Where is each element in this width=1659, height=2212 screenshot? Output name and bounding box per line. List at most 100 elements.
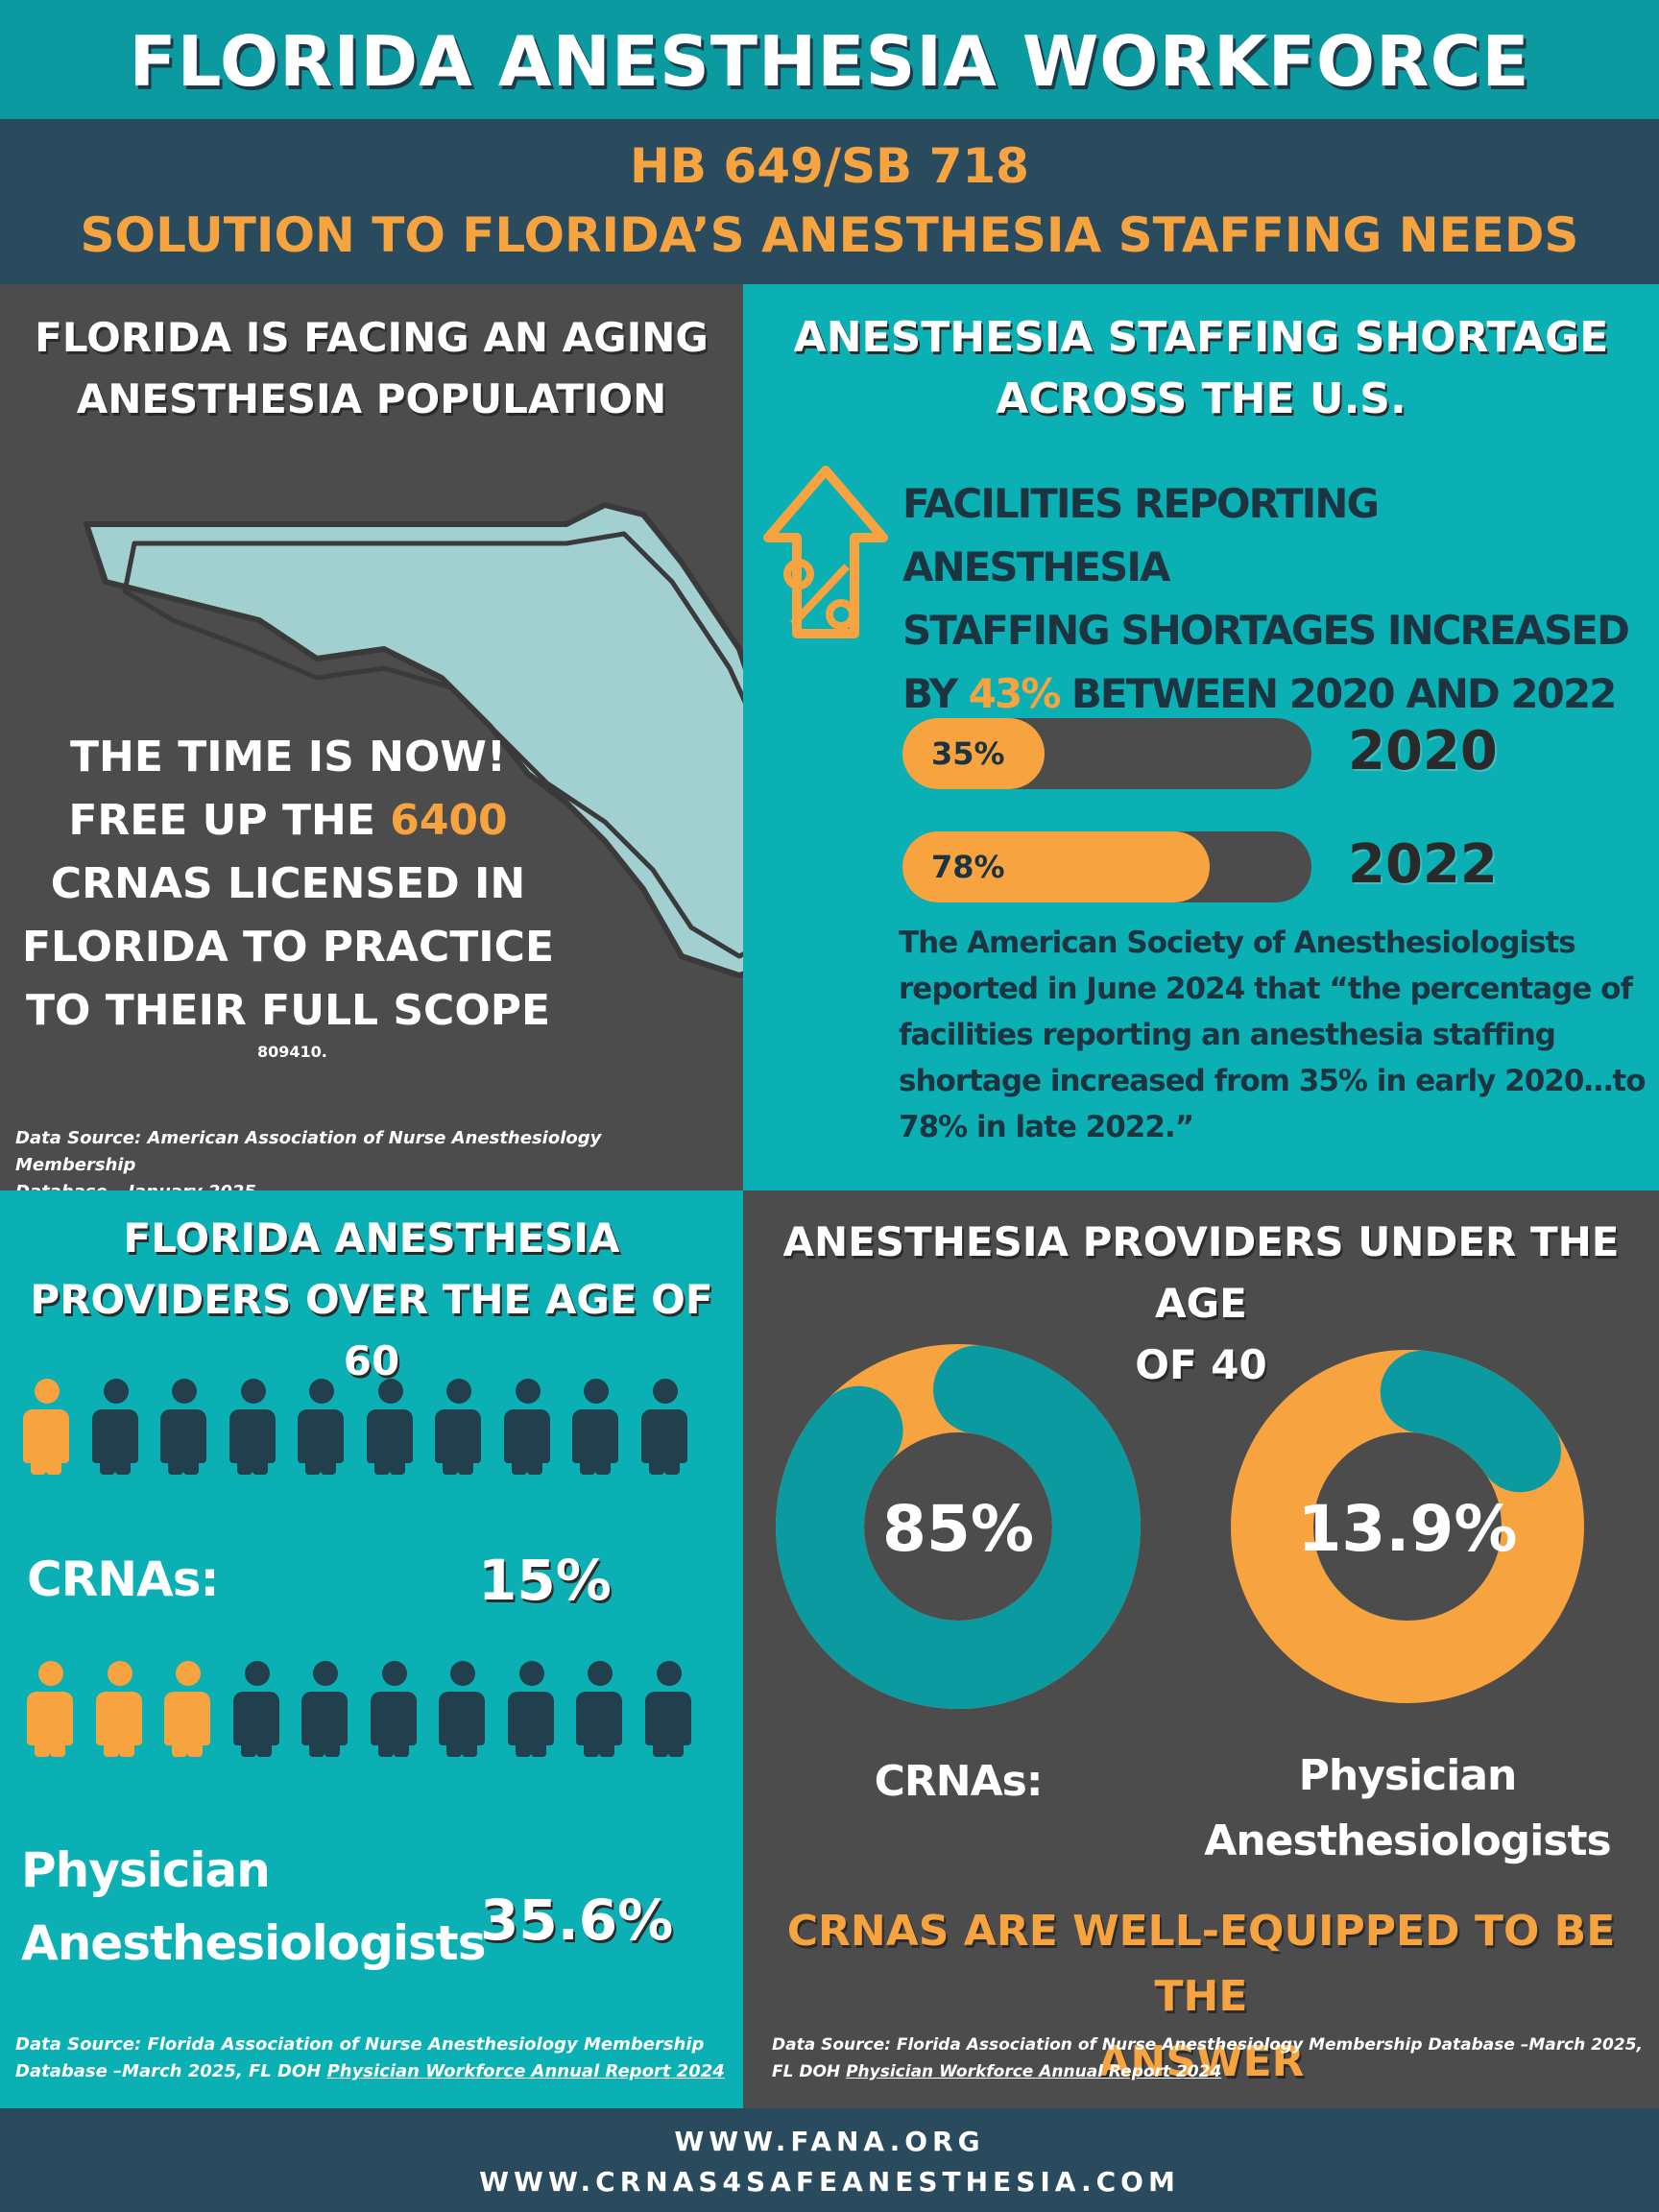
- person-icon: [507, 1661, 554, 1757]
- conclusion: CRNAS ARE WELL-EQUIPPED TO BE THE ANSWER: [743, 1899, 1659, 2095]
- over60-heading-line2: PROVIDERS OVER THE AGE OF 60: [30, 1276, 713, 1384]
- cta-line1: THE TIME IS NOW!: [70, 733, 506, 781]
- person-icon: [439, 1661, 485, 1757]
- fana-link[interactable]: WWW.FANA.ORG: [674, 2126, 985, 2157]
- aging-population-panel: FLORIDA IS FACING AN AGING ANESTHESIA PO…: [0, 284, 829, 1202]
- shortage-heading-line2: ACROSS THE U.S.: [996, 374, 1407, 423]
- person-highlighted-icon: [27, 1661, 73, 1757]
- bill-number: HB 649/SB 718: [630, 138, 1029, 194]
- person-icon: [572, 1379, 618, 1475]
- over-60-panel: FLORIDA ANESTHESIA PROVIDERS OVER THE AG…: [0, 1190, 743, 2108]
- physician-under40-value: 13.9%: [1297, 1492, 1518, 1566]
- physician-over60-label: Physician Anesthesiologists: [21, 1834, 486, 1980]
- cta-line2: FREE UP THE 6400: [0, 789, 576, 853]
- crna-count: 6400: [390, 796, 508, 845]
- under40-source-text: FL DOH: [772, 2062, 847, 2081]
- title-bar: FLORIDA ANESTHESIA WORKFORCE: [0, 0, 1659, 119]
- shortage-bar-year-2022: 2022: [1348, 833, 1498, 896]
- shortage-bar-fill-2020: [902, 718, 1045, 789]
- crna-under40-value: 85%: [882, 1492, 1034, 1566]
- person-icon: [232, 1661, 279, 1757]
- physician-over60-label-line1: Physician: [21, 1842, 271, 1898]
- shortage-stat: FACILITIES REPORTING ANESTHESIA STAFFING…: [902, 472, 1651, 726]
- person-icon: [576, 1661, 622, 1757]
- shortage-bar-label-2020: 35%: [931, 735, 1005, 772]
- person-highlighted-icon: [23, 1379, 69, 1475]
- over60-source-line1: Data Source: Florida Association of Nurs…: [15, 2034, 705, 2055]
- shortage-heading-line1: ANESTHESIA STAFFING SHORTAGE: [793, 313, 1609, 362]
- aging-heading-line2: ANESTHESIA POPULATION: [76, 375, 667, 422]
- cta-block: THE TIME IS NOW! FREE UP THE 6400 CRNAS …: [0, 726, 576, 1043]
- tagline: SOLUTION TO FLORIDA’S ANESTHESIA STAFFIN…: [80, 207, 1579, 263]
- shortage-bar-year-2020: 2020: [1348, 720, 1498, 782]
- over60-heading-line1: FLORIDA ANESTHESIA: [123, 1214, 620, 1262]
- physician-under40-label: Physician Anesthesiologists: [1192, 1743, 1623, 1874]
- asa-quote-line1: The American Society of Anesthesiologist…: [899, 926, 1576, 960]
- over60-source: Data Source: Florida Association of Nurs…: [15, 2032, 735, 2085]
- donut-value-arc: [776, 1344, 1141, 1709]
- aging-source-line1: Data Source: American Association of Nur…: [15, 1128, 602, 1175]
- cta-line4: FLORIDA TO PRACTICE: [21, 923, 555, 972]
- footer: WWW.FANA.ORG WWW.CRNAS4SAFEANESTHESIA.CO…: [0, 2108, 1659, 2212]
- under40-heading: ANESTHESIA PROVIDERS UNDER THE AGE OF 40: [743, 1212, 1659, 1396]
- physician-over60-value: 35.6%: [480, 1887, 674, 1953]
- person-icon: [160, 1379, 206, 1475]
- under40-source-line1: Data Source: Florida Association of Nurs…: [772, 2035, 1643, 2055]
- over60-source-text: Database –March 2025, FL DOH: [15, 2061, 327, 2081]
- crna-under40-label: CRNAs:: [874, 1757, 1044, 1806]
- person-icon: [298, 1379, 344, 1475]
- shortage-heading: ANESTHESIA STAFFING SHORTAGE ACROSS THE …: [743, 307, 1659, 430]
- shortage-stat-line1: FACILITIES REPORTING ANESTHESIA: [902, 480, 1380, 590]
- person-icon: [301, 1661, 348, 1757]
- stat-years: BETWEEN 2020 AND 2022: [1059, 670, 1617, 717]
- crnas4safeanesthesia-link[interactable]: WWW.CRNAS4SAFEANESTHESIA.COM: [479, 2166, 1180, 2198]
- shortage-panel: ANESTHESIA STAFFING SHORTAGE ACROSS THE …: [743, 284, 1659, 1190]
- percent-up-arrow-icon: [763, 466, 888, 638]
- person-icon: [228, 1379, 276, 1475]
- shortage-bar-fill-2022: [902, 831, 1210, 902]
- cta-line3: CRNAS LICENSED IN: [50, 859, 526, 908]
- person-icon: [366, 1379, 413, 1475]
- person-icon: [640, 1379, 687, 1475]
- asa-quote-line3: facilities reporting an anesthesia staff…: [899, 1018, 1556, 1052]
- conclusion-line1: CRNAS ARE WELL-EQUIPPED TO BE THE: [786, 1907, 1616, 2021]
- cta-line2-text: FREE UP THE: [68, 796, 391, 845]
- donut-value-arc: [1231, 1350, 1584, 1703]
- florida-map-icon: [84, 502, 829, 978]
- person-icon: [91, 1379, 138, 1475]
- physician-donut-chart: [1231, 1350, 1584, 1703]
- aging-heading: FLORIDA IS FACING AN AGING ANESTHESIA PO…: [0, 307, 743, 430]
- physician-under40-label-line1: Physician: [1298, 1751, 1518, 1800]
- increase-percent: 43%: [968, 670, 1062, 717]
- shortage-stat-line3: BY 43% BETWEEN 2020 AND 2022: [902, 662, 1651, 726]
- over60-heading: FLORIDA ANESTHESIA PROVIDERS OVER THE AG…: [0, 1208, 743, 1392]
- footnote: 809410.: [257, 1043, 327, 1061]
- stat-by: BY: [902, 670, 969, 717]
- asa-quote-line4: shortage increased from 35% in early 202…: [899, 1064, 1647, 1098]
- person-icon: [644, 1661, 691, 1757]
- asa-quote-line2: reported in June 2024 that “the percenta…: [899, 972, 1633, 1006]
- physician-over60-label-line2: Anesthesiologists: [21, 1915, 486, 1971]
- over60-source-line2: Database –March 2025, FL DOH Physician W…: [15, 2058, 735, 2085]
- cta-line5: TO THEIR FULL SCOPE: [25, 986, 551, 1035]
- person-highlighted-icon: [164, 1661, 210, 1757]
- under-40-panel: ANESTHESIA PROVIDERS UNDER THE AGE OF 40…: [743, 1190, 1659, 2108]
- under40-heading-line2: OF 40: [1135, 1341, 1267, 1388]
- person-icon: [503, 1379, 550, 1475]
- page-title: FLORIDA ANESTHESIA WORKFORCE: [129, 21, 1530, 102]
- conclusion-line2: ANSWER: [1097, 2037, 1305, 2086]
- person-icon: [370, 1661, 417, 1757]
- aging-heading-line1: FLORIDA IS FACING AN AGING: [35, 314, 709, 361]
- under40-heading-line1: ANESTHESIA PROVIDERS UNDER THE AGE: [782, 1218, 1620, 1327]
- crna-over60-label: CRNAs:: [27, 1551, 219, 1607]
- over60-source-link[interactable]: Physician Workforce Annual Report 2024: [326, 2061, 725, 2081]
- under40-source-link[interactable]: Physician Workforce Annual Report 2024: [846, 2062, 1222, 2081]
- under40-source-line2: FL DOH Physician Workforce Annual Report…: [772, 2058, 1655, 2085]
- shortage-bar-label-2022: 78%: [931, 849, 1005, 885]
- asa-quote: The American Society of Anesthesiologist…: [899, 920, 1647, 1150]
- physician-under40-label-line2: Anesthesiologists: [1204, 1816, 1611, 1865]
- person-icon: [435, 1379, 481, 1475]
- asa-quote-line5: 78% in late 2022.”: [899, 1110, 1194, 1144]
- under40-source: Data Source: Florida Association of Nurs…: [772, 2032, 1655, 2085]
- crna-donut-chart: [776, 1344, 1141, 1709]
